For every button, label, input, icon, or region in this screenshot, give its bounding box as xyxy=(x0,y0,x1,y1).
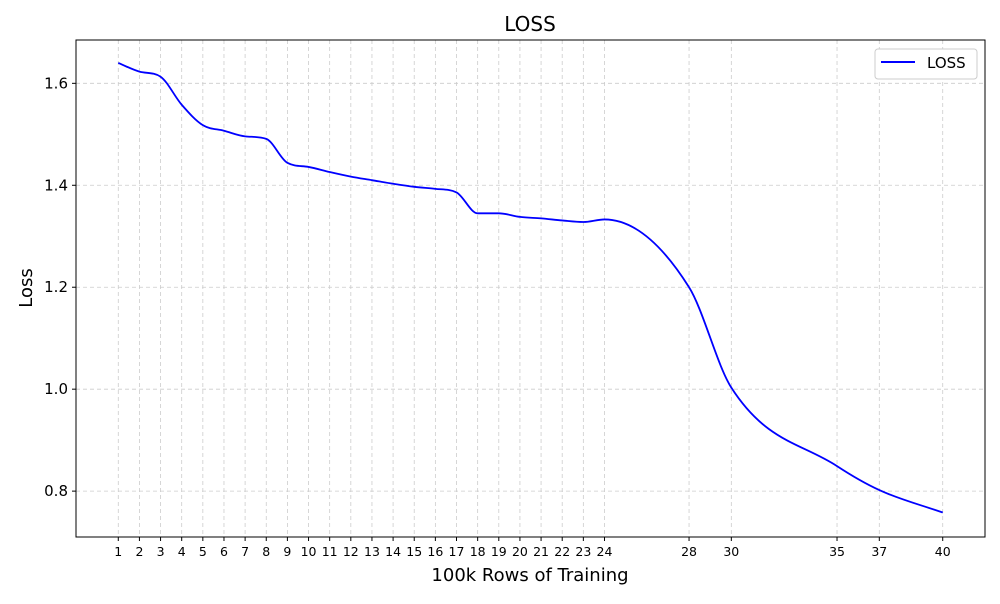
x-tick-label: 24 xyxy=(597,544,613,559)
x-tick-label: 15 xyxy=(406,544,422,559)
x-axis-label: 100k Rows of Training xyxy=(431,565,628,586)
x-tick-label: 14 xyxy=(385,544,401,559)
x-tick-label: 10 xyxy=(301,544,317,559)
x-tick-label: 18 xyxy=(470,544,486,559)
x-tick-label: 3 xyxy=(157,544,165,559)
legend-entry-loss: LOSS xyxy=(927,54,966,72)
y-tick-label: 1.4 xyxy=(44,176,68,194)
y-tick-label: 1.6 xyxy=(44,74,68,92)
y-tick-label: 0.8 xyxy=(44,482,68,500)
x-tick-label: 1 xyxy=(114,544,122,559)
x-tick-label: 2 xyxy=(135,544,143,559)
chart-title: LOSS xyxy=(504,12,556,36)
x-tick-label: 11 xyxy=(322,544,338,559)
x-tick-label: 35 xyxy=(829,544,845,559)
y-tick-label: 1.2 xyxy=(44,278,68,296)
x-tick-label: 20 xyxy=(512,544,528,559)
x-tick-label: 7 xyxy=(241,544,249,559)
x-tick-label: 19 xyxy=(491,544,507,559)
x-tick-label: 16 xyxy=(427,544,443,559)
x-tick-label: 30 xyxy=(723,544,739,559)
x-tick-label: 5 xyxy=(199,544,207,559)
x-tick-label: 12 xyxy=(343,544,359,559)
legend: LOSS xyxy=(875,49,977,79)
x-tick-label: 17 xyxy=(449,544,465,559)
x-tick-label: 22 xyxy=(554,544,570,559)
x-tick-label: 28 xyxy=(681,544,697,559)
x-tick-label: 6 xyxy=(220,544,228,559)
x-tick-label: 21 xyxy=(533,544,549,559)
x-tick-label: 4 xyxy=(178,544,186,559)
x-tick-label: 37 xyxy=(871,544,887,559)
x-tick-label: 13 xyxy=(364,544,380,559)
x-tick-label: 40 xyxy=(935,544,951,559)
x-tick-label: 8 xyxy=(262,544,270,559)
y-axis-label: Loss xyxy=(16,268,37,307)
y-tick-label: 1.0 xyxy=(44,380,68,398)
x-tick-label: 9 xyxy=(283,544,291,559)
x-tick-label: 23 xyxy=(575,544,591,559)
